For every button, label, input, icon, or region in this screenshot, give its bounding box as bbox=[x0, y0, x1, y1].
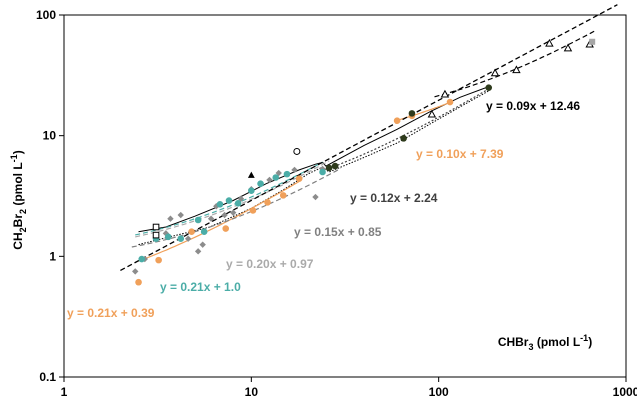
data-point bbox=[563, 43, 573, 52]
data-point bbox=[177, 235, 185, 243]
data-point bbox=[188, 228, 195, 236]
data-point bbox=[152, 231, 160, 239]
data-point bbox=[589, 38, 596, 45]
data-point bbox=[167, 215, 174, 222]
fit-line-2 bbox=[135, 161, 323, 236]
data-point bbox=[257, 180, 264, 187]
data-point bbox=[213, 203, 220, 210]
fit-equations: y = 0.21x + 0.39 y = 0.21x + 1.0 y = 0.20x… bbox=[67, 99, 580, 320]
x-axis-title: CHBr3 (pmol L-1) bbox=[498, 333, 592, 352]
confidence-bands bbox=[138, 86, 489, 246]
data-point bbox=[234, 200, 242, 207]
data-point bbox=[247, 171, 255, 178]
data-point bbox=[229, 209, 237, 216]
plot-area bbox=[63, 14, 627, 378]
fit-equation-5: y = 0.12x + 2.24 bbox=[350, 191, 438, 205]
fit-equation-3: y = 0.20x + 0.97 bbox=[226, 257, 314, 271]
data-point bbox=[132, 268, 139, 275]
data-point bbox=[199, 241, 206, 248]
fit-line-7 bbox=[434, 30, 595, 98]
data-point bbox=[408, 110, 416, 117]
data-point bbox=[291, 166, 298, 174]
y-tick-label: 100 bbox=[36, 8, 56, 22]
data-point bbox=[279, 192, 287, 199]
fit-line-1 bbox=[138, 180, 300, 262]
data-point bbox=[393, 117, 401, 125]
data-point bbox=[400, 135, 407, 142]
fit-line-5 bbox=[322, 88, 490, 172]
data-point bbox=[138, 255, 146, 263]
data-point bbox=[272, 174, 280, 181]
data-point bbox=[249, 207, 257, 214]
y-tick-label: 0.1 bbox=[39, 370, 56, 384]
x-tick-label: 1000 bbox=[613, 385, 637, 399]
data-point bbox=[177, 211, 184, 219]
fit-line-8 bbox=[120, 4, 618, 271]
data-point bbox=[152, 223, 160, 231]
data-point bbox=[319, 168, 326, 176]
data-point bbox=[225, 197, 233, 204]
data-point bbox=[325, 164, 333, 172]
data-point bbox=[135, 278, 142, 286]
data-point bbox=[216, 200, 224, 208]
y-axis-title: CH2Br2 (pmol L-1) bbox=[9, 150, 28, 249]
data-point bbox=[283, 170, 291, 178]
data-point bbox=[446, 98, 454, 106]
data-point bbox=[184, 235, 192, 242]
fit-equation-1: y = 0.21x + 0.39 bbox=[67, 306, 155, 320]
data-points bbox=[132, 38, 596, 286]
data-point bbox=[194, 216, 202, 224]
fit-equation-4: y = 0.15x + 0.85 bbox=[294, 225, 382, 239]
data-point bbox=[490, 68, 500, 77]
data-point bbox=[266, 176, 273, 184]
data-point bbox=[331, 162, 339, 170]
fit-equation-6: y = 0.10x + 7.39 bbox=[416, 147, 504, 161]
data-point bbox=[207, 215, 215, 222]
data-point bbox=[312, 193, 319, 201]
plot-border bbox=[63, 14, 627, 378]
data-point bbox=[200, 228, 208, 236]
data-point bbox=[221, 211, 228, 219]
fit-equation-7: y = 0.09x + 12.46 bbox=[486, 99, 580, 113]
y-tick-label: 10 bbox=[43, 129, 57, 143]
data-point bbox=[427, 109, 437, 118]
x-tick-label: 10 bbox=[245, 385, 259, 399]
x-tick-label: 100 bbox=[429, 385, 449, 399]
data-point bbox=[164, 233, 172, 241]
data-point bbox=[162, 230, 170, 237]
confidence-band-upper bbox=[138, 86, 489, 233]
data-point bbox=[485, 84, 493, 91]
x-tick-label: 1 bbox=[61, 385, 68, 399]
data-point bbox=[155, 256, 162, 264]
data-point bbox=[264, 199, 271, 206]
data-point bbox=[512, 65, 521, 74]
data-point bbox=[222, 225, 230, 232]
data-point bbox=[295, 175, 303, 182]
data-point bbox=[248, 187, 255, 194]
data-point bbox=[440, 89, 450, 98]
axis-ticks: 1 10 100 1000 0.1 1 10 100 bbox=[36, 8, 637, 399]
data-point bbox=[293, 147, 301, 155]
data-point bbox=[545, 38, 554, 47]
data-point bbox=[194, 248, 202, 255]
fit-equation-2: y = 0.21x + 1.0 bbox=[160, 280, 241, 294]
y-tick-label: 1 bbox=[49, 249, 56, 263]
